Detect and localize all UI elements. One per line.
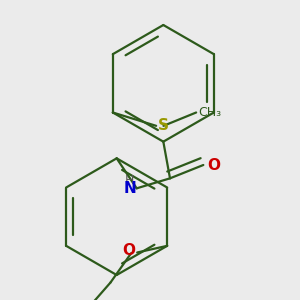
- Text: CH₃: CH₃: [198, 106, 221, 119]
- Text: N: N: [123, 181, 136, 196]
- Text: S: S: [158, 118, 169, 133]
- Text: H: H: [124, 174, 134, 187]
- Text: O: O: [122, 243, 136, 258]
- Text: O: O: [207, 158, 220, 172]
